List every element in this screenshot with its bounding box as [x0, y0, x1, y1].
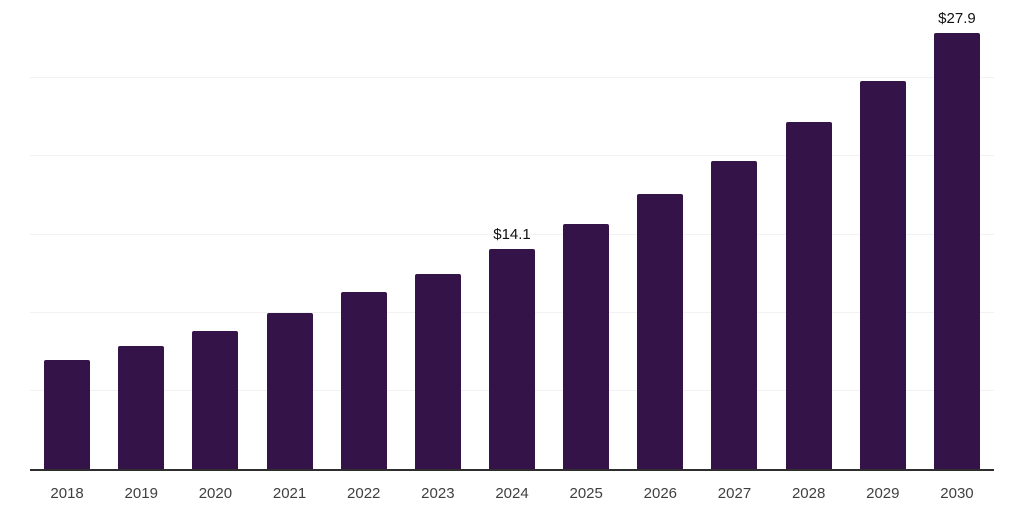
bar-slot-2019 [104, 0, 178, 469]
bar-slot-2022 [327, 0, 401, 469]
gridline-25 [30, 77, 994, 79]
data-label-2024: $14.1 [493, 225, 531, 243]
bar-2029 [859, 81, 906, 469]
gridline-15 [30, 233, 994, 235]
bar-slot-2025 [549, 0, 623, 469]
x-tick-label-2022: 2022 [347, 485, 381, 502]
x-axis: 2018 2019 2020 2021 2022 2023 2024 2025 2026 2027… [30, 473, 994, 512]
bar-slot-2024: $14.1 [475, 0, 549, 469]
bar-slot-2029 [846, 0, 920, 469]
bar-slot-2023 [401, 0, 475, 469]
bar-slot-2028 [772, 0, 846, 469]
bar-2026 [637, 193, 684, 469]
x-tick-label-2028: 2028 [791, 485, 826, 502]
bars-row: $14.1 $27.9 [30, 0, 994, 469]
bar-2027 [711, 161, 758, 469]
bar-2019 [118, 345, 165, 469]
bar-2022 [340, 292, 387, 469]
x-tick-label-2030: 2030 [940, 485, 974, 502]
data-label-2030: $27.9 [938, 9, 976, 27]
bar-2025 [563, 223, 610, 469]
bar-2024 [489, 248, 536, 469]
x-tick-label-2021: 2021 [272, 485, 307, 502]
gridline-20 [30, 155, 994, 157]
bar-slot-2021 [252, 0, 326, 469]
bar-slot-2018 [30, 0, 104, 469]
x-tick-label-2026: 2026 [643, 485, 678, 502]
x-tick-label-2024: 2024 [495, 485, 529, 502]
x-tick-label-2018: 2018 [50, 485, 84, 502]
x-tick-label-2019: 2019 [124, 485, 158, 502]
bar-slot-2027 [697, 0, 771, 469]
x-tick-label-2029: 2029 [866, 485, 900, 502]
bar-slot-2026 [623, 0, 697, 469]
bar-slot-2030: $27.9 [920, 0, 994, 469]
bar-2028 [785, 121, 832, 469]
bar-2023 [414, 273, 461, 469]
x-tick-label-2027: 2027 [717, 485, 752, 502]
x-tick-label-2020: 2020 [198, 485, 233, 502]
bar-2018 [44, 359, 91, 469]
x-tick-label-2025: 2025 [569, 485, 603, 502]
x-tick-label-2023: 2023 [421, 485, 455, 502]
bar-2020 [192, 331, 239, 469]
plot-area: $14.1 $27.9 [30, 0, 994, 471]
bar-2030 [933, 32, 980, 469]
bar-slot-2020 [178, 0, 252, 469]
bar-2021 [266, 312, 313, 469]
